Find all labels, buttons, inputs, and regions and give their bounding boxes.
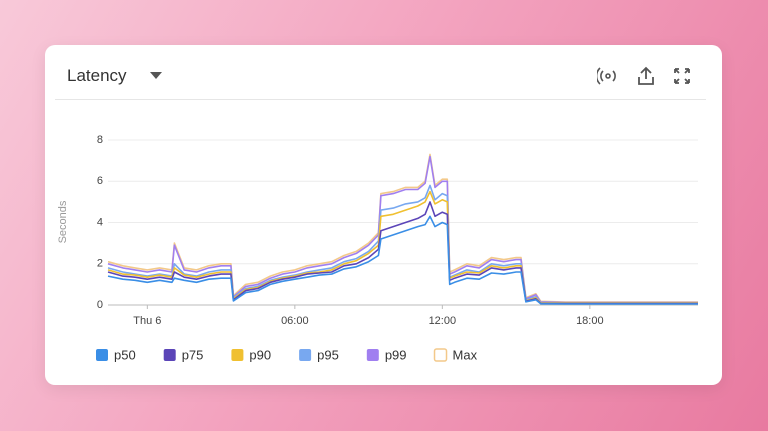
legend-item[interactable]: p95 — [299, 347, 339, 362]
legend-swatch — [433, 348, 448, 362]
y-tick-label: 8 — [97, 134, 103, 146]
series-line — [107, 190, 698, 304]
legend-item[interactable]: p75 — [163, 347, 204, 362]
legend-label: Max — [453, 347, 478, 362]
series-line — [107, 215, 698, 305]
x-tick-label: Thu 6 — [133, 315, 161, 327]
card: Latency — [45, 45, 722, 385]
y-tick-label: 4 — [97, 216, 103, 228]
x-tick-label: 18:00 — [576, 315, 604, 327]
legend-label: p50 — [114, 347, 136, 362]
legend-label: p75 — [182, 347, 204, 362]
legend-swatch — [231, 349, 244, 361]
legend-label: p99 — [385, 347, 407, 362]
y-axis-label: Seconds — [57, 200, 69, 243]
fullscreen-icon[interactable] — [674, 68, 690, 84]
legend-item[interactable]: p99 — [366, 347, 407, 362]
legend-label: p95 — [317, 347, 339, 362]
x-tick-label: 12:00 — [429, 315, 457, 327]
live-icon[interactable] — [597, 67, 616, 85]
header-divider — [55, 99, 706, 100]
series-line — [107, 155, 698, 304]
y-tick-label: 2 — [97, 258, 103, 270]
series-line — [107, 201, 698, 305]
legend-swatch — [163, 349, 176, 361]
y-tick-label: 6 — [97, 175, 103, 187]
y-tick-label: 0 — [97, 299, 103, 311]
series-line — [107, 153, 698, 303]
legend-swatch — [366, 349, 379, 361]
series-line — [107, 184, 698, 304]
legend-swatch — [299, 349, 312, 361]
dropdown-caret[interactable] — [149, 71, 163, 81]
toolbar — [597, 66, 690, 85]
widget-title[interactable]: Latency — [67, 66, 127, 85]
legend-label: p90 — [249, 347, 271, 362]
x-tick-label: 06:00 — [281, 315, 309, 327]
legend-item[interactable]: Max — [433, 347, 478, 362]
share-icon[interactable] — [638, 66, 654, 85]
legend-swatch — [96, 349, 108, 361]
legend-item[interactable]: p50 — [96, 347, 136, 362]
legend-item[interactable]: p90 — [231, 347, 271, 362]
